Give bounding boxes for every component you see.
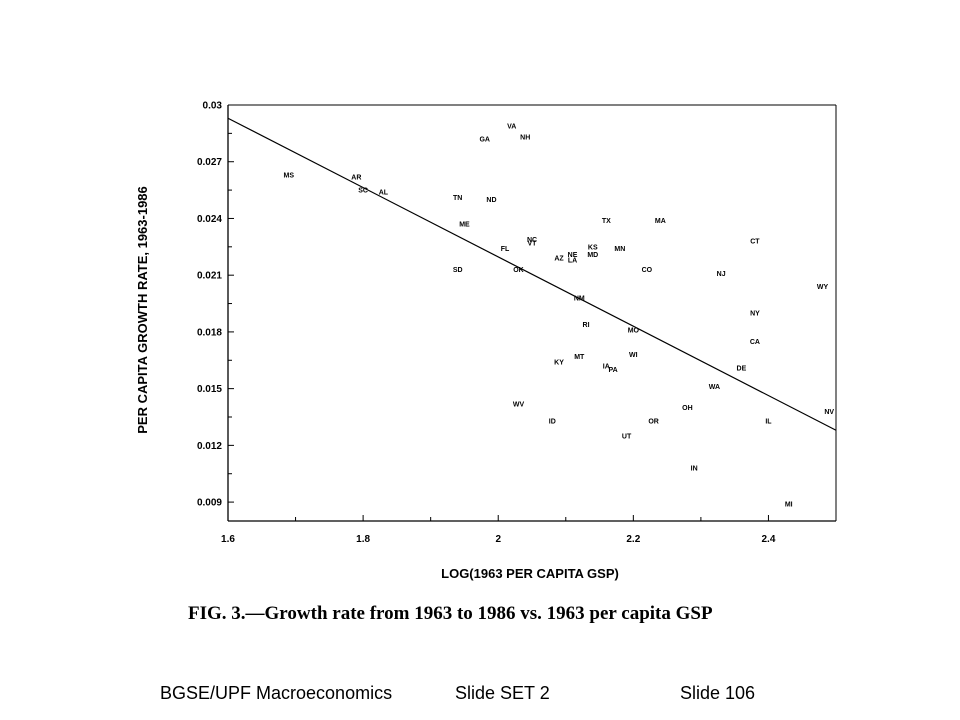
data-point-ny: NY <box>750 311 760 318</box>
data-point-wv: WV <box>513 401 525 408</box>
y-tick-label: 0.018 <box>197 327 222 338</box>
data-point-in: IN <box>691 466 698 473</box>
data-point-il: IL <box>765 418 772 425</box>
data-point-id: ID <box>549 418 556 425</box>
fit-line-group <box>227 117 837 431</box>
data-point-de: DE <box>737 365 747 372</box>
x-tick-label: 1.6 <box>221 534 235 545</box>
y-tick-label: 0.015 <box>197 384 222 395</box>
data-point-wa: WA <box>709 384 720 391</box>
x-tick-label: 2.2 <box>626 534 640 545</box>
y-tick-label: 0.024 <box>197 214 222 225</box>
data-point-or: OR <box>648 418 659 425</box>
data-point-ut: UT <box>622 433 632 440</box>
x-tick-label: 2 <box>495 534 501 545</box>
data-point-ks: KS <box>588 244 598 251</box>
data-point-pa: PA <box>608 367 617 374</box>
data-point-ar: AR <box>351 174 361 181</box>
data-point-mo: MO <box>628 328 640 335</box>
data-point-al: AL <box>379 189 389 196</box>
data-point-nd: ND <box>486 197 496 204</box>
data-point-md: MD <box>587 252 598 259</box>
data-point-vt: VT <box>528 241 538 248</box>
y-tick-label: 0.027 <box>197 157 222 168</box>
data-point-nc: NC <box>527 237 537 244</box>
figure-caption: FIG. 3.—Growth rate from 1963 to 1986 vs… <box>188 603 713 624</box>
data-point-wi: WI <box>629 352 638 359</box>
data-point-ca: CA <box>750 339 760 346</box>
data-point-mi: MI <box>785 501 793 508</box>
data-point-ri: RI <box>583 322 590 329</box>
data-point-nh: NH <box>520 135 530 142</box>
data-point-mn: MN <box>614 246 625 253</box>
footer-slide-number: Slide 106 <box>680 683 756 703</box>
data-point-ne: NE <box>568 252 578 259</box>
regression-line <box>227 117 837 431</box>
data-point-sd: SD <box>453 267 463 274</box>
data-point-ok: OK <box>513 267 524 274</box>
data-point-la: LA <box>568 258 577 265</box>
footer-course-name: BGSE/UPF Macroeconomics <box>160 683 393 703</box>
data-point-wy: WY <box>817 284 829 291</box>
x-tick-label: 1.8 <box>356 534 370 545</box>
data-point-ma: MA <box>655 218 666 225</box>
data-point-tx: TX <box>602 218 611 225</box>
data-point-va: VA <box>507 123 516 130</box>
data-point-fl: FL <box>501 246 510 253</box>
x-axis-ticks: 1.6 1.8 2 2.2 2.4 <box>221 515 776 545</box>
data-point-ky: KY <box>554 360 564 367</box>
data-point-ms: MS <box>284 172 295 179</box>
data-point-tn: TN <box>453 195 462 202</box>
y-axis-ticks: 0.03 0.027 0.024 0.021 0.018 0.015 0.012 0.009 <box>197 101 234 509</box>
data-point-nv: NV <box>824 409 834 416</box>
data-point-ia: IA <box>603 363 610 370</box>
y-tick-label: 0.009 <box>197 498 222 509</box>
x-axis-title: LOG(1963 PER CAPITA GSP) <box>441 566 619 581</box>
data-point-sc: SC <box>358 188 368 195</box>
data-point-ct: CT <box>750 239 760 246</box>
y-tick-label: 0.03 <box>203 101 223 112</box>
y-axis-title: PER CAPITA GROWTH RATE, 1963-1986 <box>135 186 150 434</box>
footer-slide-set: Slide SET 2 <box>455 683 550 703</box>
y-tick-label: 0.012 <box>197 441 222 452</box>
data-point-az: AZ <box>554 256 564 263</box>
data-point-mt: MT <box>574 354 585 361</box>
y-tick-label: 0.021 <box>197 271 222 282</box>
data-point-nj: NJ <box>717 271 726 278</box>
data-point-ga: GA <box>479 137 490 144</box>
data-point-oh: OH <box>682 405 693 412</box>
data-point-co: CO <box>642 267 653 274</box>
x-tick-label: 2.4 <box>761 534 775 545</box>
slide-footer: BGSE/UPF Macroeconomics Slide SET 2 Slid… <box>0 683 960 709</box>
data-point-nm: NM <box>574 295 585 302</box>
plot-frame <box>227 104 837 522</box>
data-point-me: ME <box>459 222 470 229</box>
